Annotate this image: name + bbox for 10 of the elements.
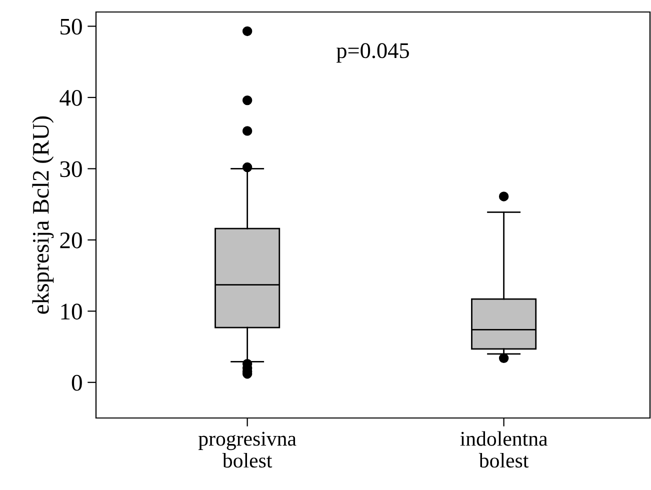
y-axis-title: ekspresija Bcl2 (RU) bbox=[32, 116, 54, 314]
y-tick-label: 40 bbox=[60, 90, 82, 106]
y-tick-label: 0 bbox=[72, 374, 82, 391]
y-tick-label: 10 bbox=[61, 304, 82, 320]
y-tick-label: 50 bbox=[60, 18, 82, 35]
x-tick-label: progresivna bolest bbox=[198, 432, 296, 468]
x-tick-label: indolentna bolest bbox=[460, 431, 548, 468]
y-tick-label: 20 bbox=[60, 232, 82, 248]
annotation: p=0.045 bbox=[336, 43, 409, 63]
y-tick-label: 30 bbox=[60, 161, 82, 178]
